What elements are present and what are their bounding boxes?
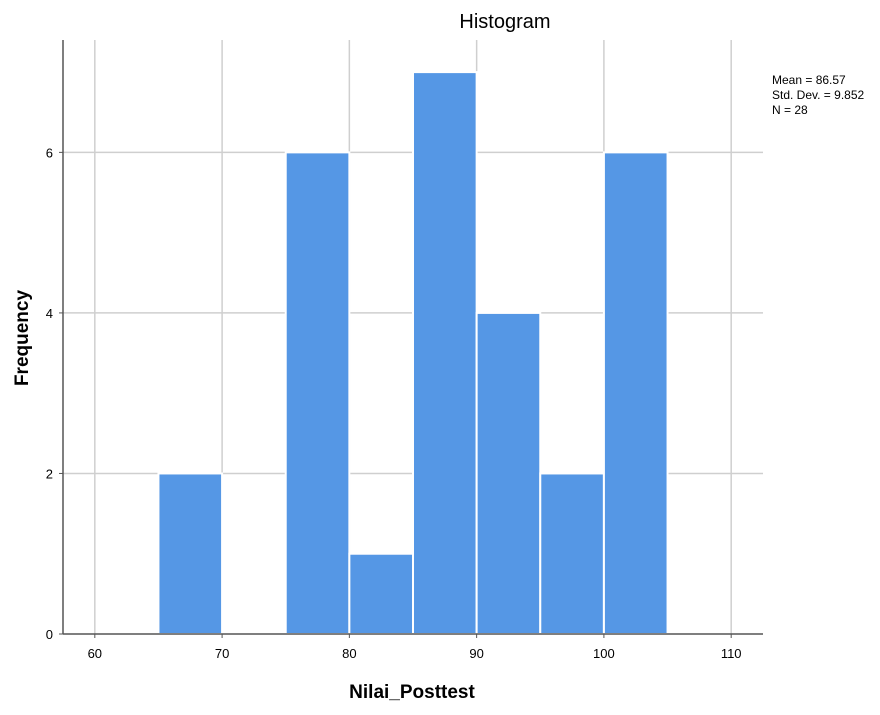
x-tick-label: 80 [342, 646, 356, 661]
chart-title: Histogram [459, 11, 550, 33]
axes-layer [59, 40, 763, 638]
histogram-bar [348, 552, 415, 636]
stats-n: N = 28 [772, 103, 808, 117]
histogram-bar [602, 151, 669, 635]
x-tick-label: 100 [593, 646, 615, 661]
x-tick-label: 70 [215, 646, 229, 661]
x-axis-label: Nilai_Posttest [349, 682, 475, 703]
x-tick-label: 60 [88, 646, 102, 661]
x-tick-label: 110 [721, 646, 742, 661]
stats-mean: Mean = 86.57 [772, 73, 846, 87]
y-tick-label: 6 [46, 145, 53, 160]
stats-std-dev: Std. Dev. = 9.852 [772, 88, 864, 102]
tick-labels: 0 2 4 6 60 70 80 90 100 110 [46, 145, 742, 661]
y-tick-label: 4 [46, 306, 53, 321]
x-tick-label: 90 [469, 646, 483, 661]
histogram-bar [539, 472, 605, 636]
y-axis-label: Frequency [12, 290, 33, 387]
histogram-bar [475, 311, 542, 635]
histogram-bar [284, 151, 351, 635]
y-tick-label: 0 [46, 627, 53, 642]
histogram-bar [412, 71, 478, 636]
stats-box: Mean = 86.57 Std. Dev. = 9.852 N = 28 [772, 73, 864, 117]
y-tick-label: 2 [46, 466, 53, 481]
histogram-bar [157, 472, 224, 636]
bars-layer [157, 71, 669, 636]
